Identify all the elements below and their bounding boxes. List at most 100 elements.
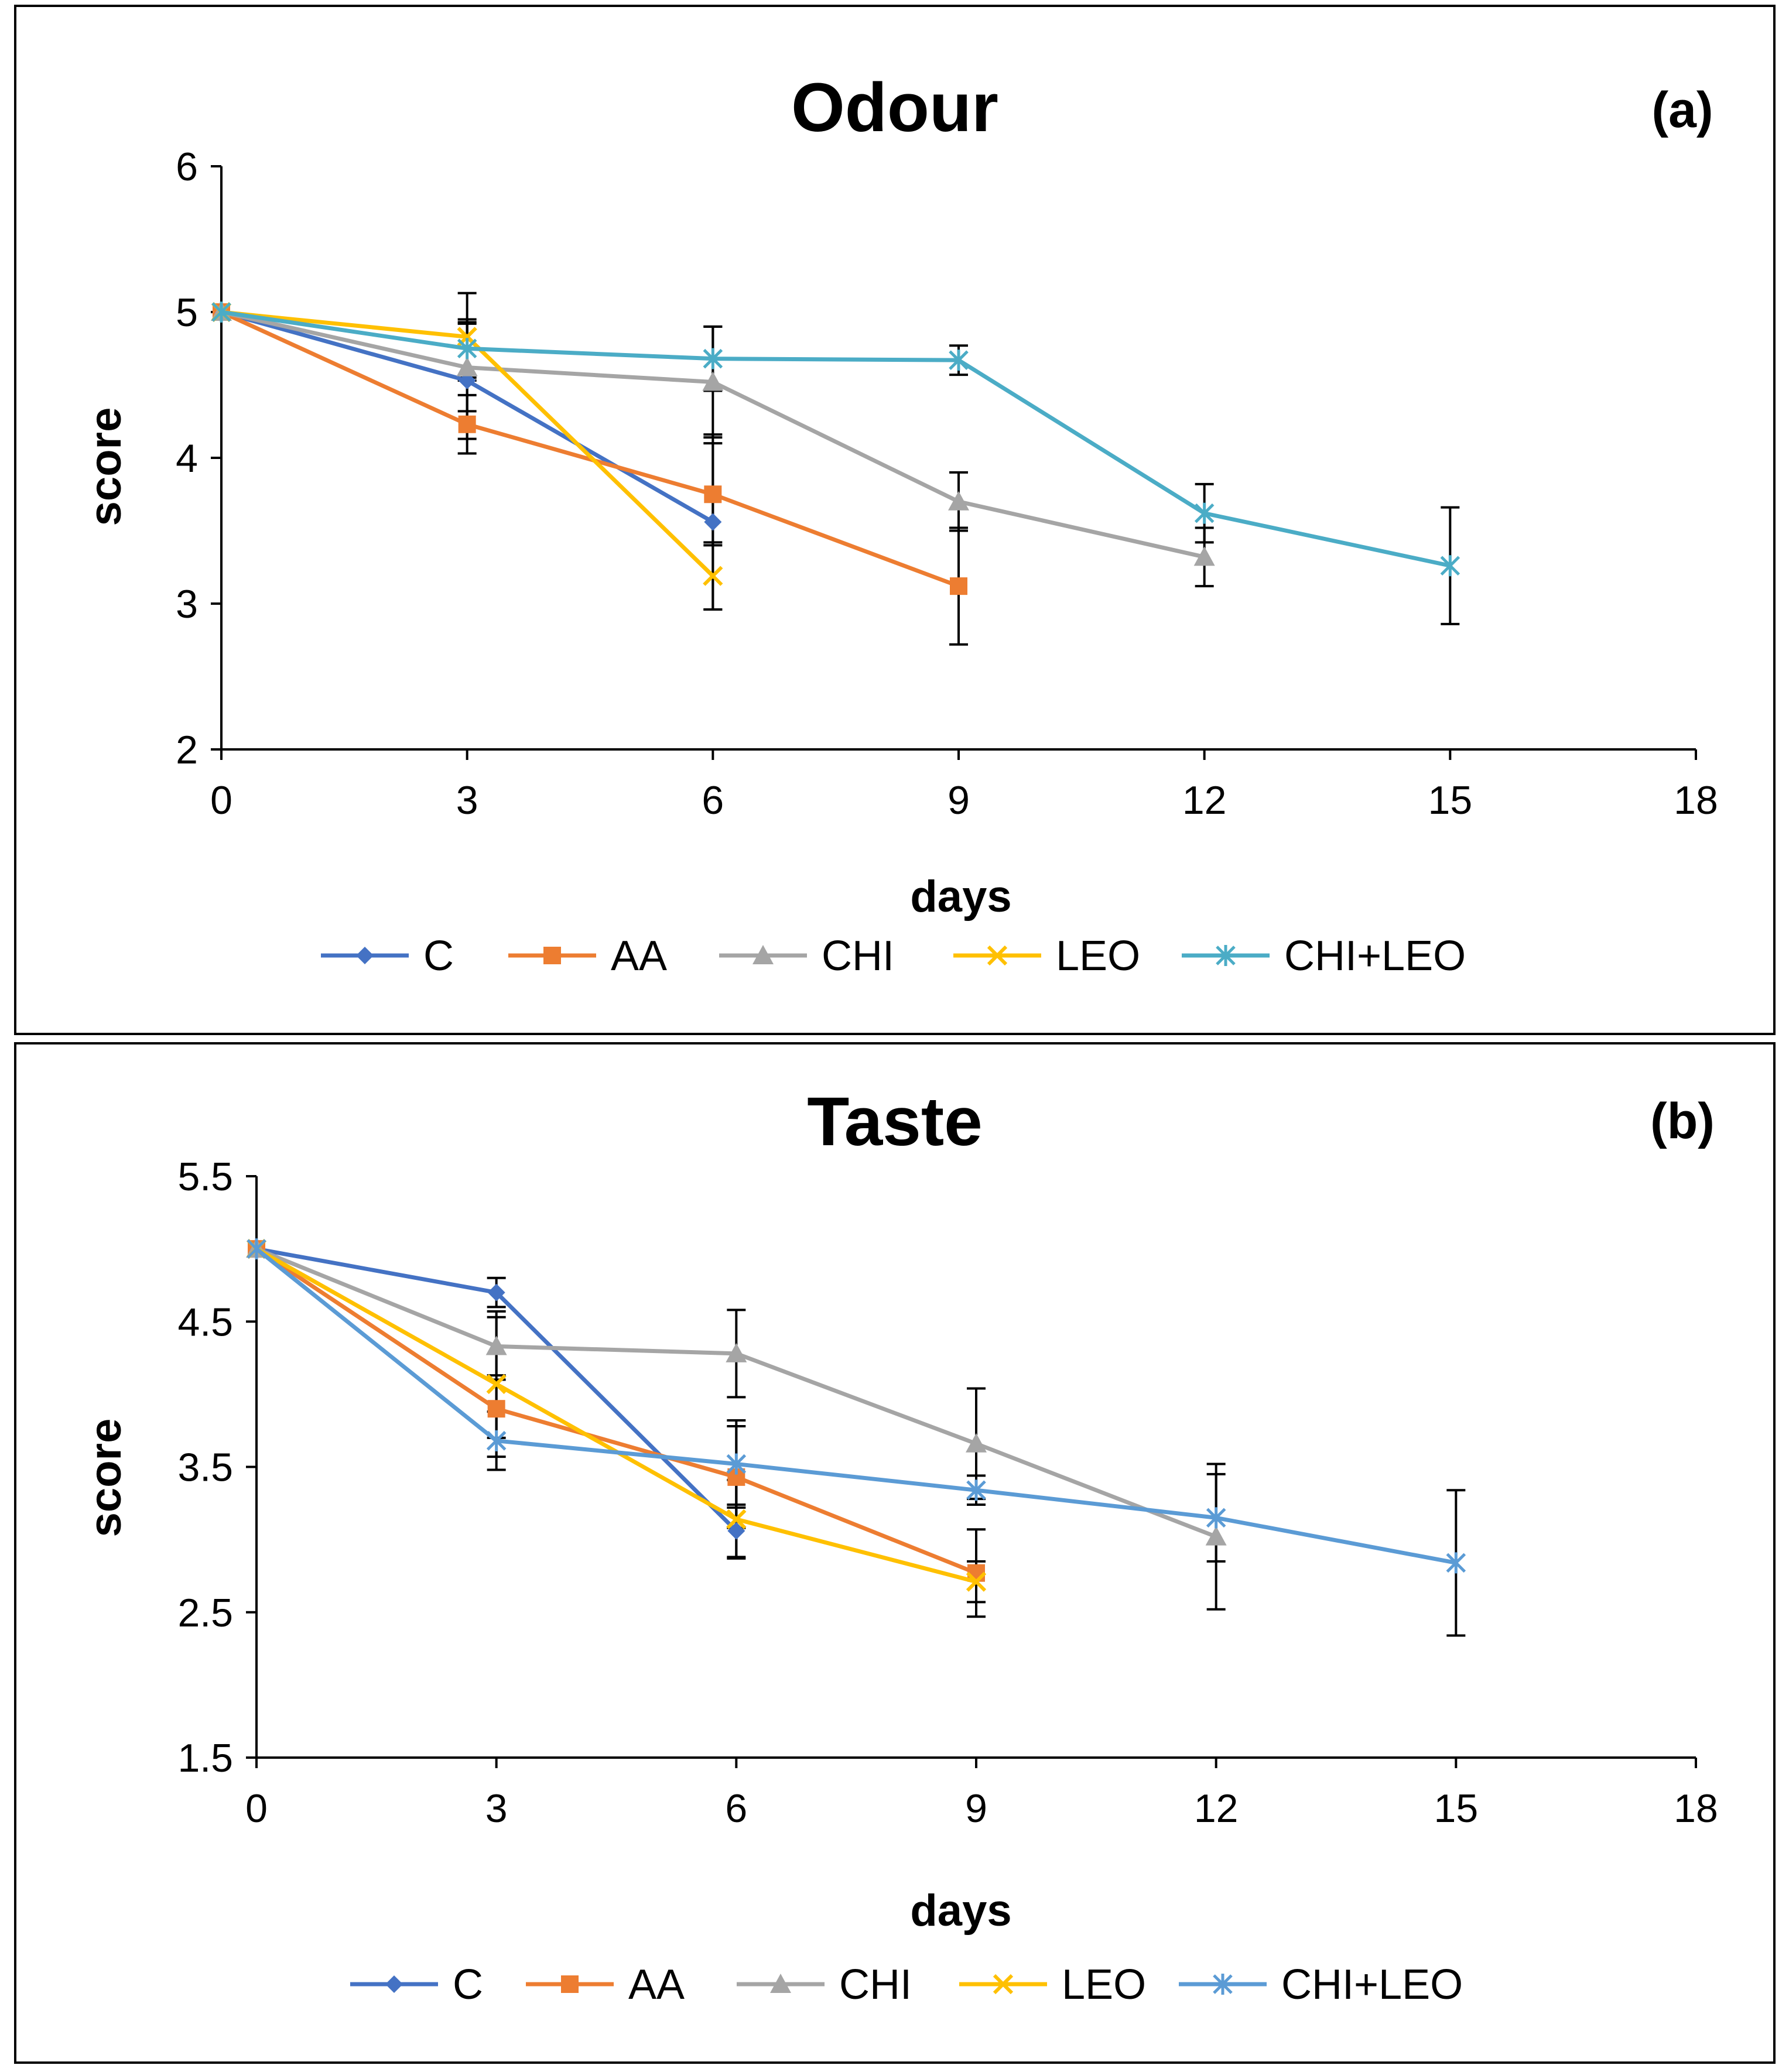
y-tick-label: 2.5 <box>177 1591 233 1635</box>
legend-label: LEO <box>1056 933 1140 980</box>
panel-label: (b) <box>1650 1093 1715 1149</box>
data-point-chi <box>1193 546 1215 566</box>
data-point-leo <box>966 1571 987 1592</box>
y-tick-label: 3.5 <box>177 1446 233 1490</box>
legend-item-leo: LEO <box>953 933 1140 980</box>
series-points-chi-leo <box>211 302 1460 577</box>
legend-marker <box>1213 1974 1233 1995</box>
legend-label: LEO <box>1062 1961 1146 2008</box>
x-tick-label: 3 <box>485 1786 508 1831</box>
legend-label: AA <box>628 1961 685 2008</box>
legend-item-chi-leo: CHI+LEO <box>1182 933 1466 980</box>
x-tick-label: 6 <box>725 1786 747 1831</box>
data-point-aa <box>704 485 722 504</box>
data-point-chi-leo <box>211 302 231 323</box>
x-tick-label: 18 <box>1674 1786 1718 1831</box>
legend-item-chi-leo: CHI+LEO <box>1179 1961 1463 2008</box>
data-point-chi-leo <box>1206 1507 1226 1529</box>
legend-label: AA <box>611 933 667 980</box>
series-line-aa <box>255 1247 977 1575</box>
legend-label: C <box>423 933 454 980</box>
legend-label: C <box>453 1961 483 2008</box>
data-point-chi-leo <box>966 1479 986 1501</box>
legend-marker <box>561 1975 579 1993</box>
x-tick-label: 0 <box>245 1786 268 1831</box>
series-points-leo <box>246 1239 987 1592</box>
x-tick-label: 0 <box>210 778 232 823</box>
data-point-chi-leo <box>247 1238 266 1260</box>
x-tick-label: 3 <box>456 778 478 823</box>
series-line-aa <box>220 310 960 588</box>
data-point-leo <box>726 1509 747 1529</box>
x-tick-label: 12 <box>1194 1786 1239 1831</box>
legend-item-aa: AA <box>526 1961 685 2008</box>
legend-item-aa: AA <box>508 933 667 980</box>
data-point-chi <box>485 1335 507 1355</box>
legend-marker <box>993 1974 1014 1995</box>
legend-marker <box>770 1974 791 1993</box>
x-tick-label: 9 <box>947 778 970 823</box>
odour-chart: Odour (a) days score 2 3 4 5 6 0 3 6 9 12 15 18 C AA C… <box>81 69 1718 980</box>
x-tick-label: 6 <box>702 778 724 823</box>
legend-item-c: C <box>350 1961 483 2008</box>
x-tick-label: 12 <box>1182 778 1227 823</box>
legend-item-leo: LEO <box>959 1961 1146 2008</box>
y-tick-label: 1.5 <box>177 1736 233 1780</box>
data-point-chi-leo <box>726 1453 747 1475</box>
data-point-chi <box>456 357 478 376</box>
y-tick-label: 4.5 <box>177 1300 233 1344</box>
data-point-aa <box>487 1400 505 1418</box>
x-tick-label: 15 <box>1428 778 1473 823</box>
y-axis-title: score <box>81 1419 131 1537</box>
y-tick-label: 6 <box>176 145 198 189</box>
x-tick-label: 18 <box>1674 778 1718 823</box>
chart-title: Odour <box>791 69 998 146</box>
data-point-chi-leo <box>1440 555 1460 577</box>
chart-panel-odour: Odour (a) days score 2 3 4 5 6 0 3 6 9 12 15 18 C AA C… <box>14 5 1776 1035</box>
data-point-chi <box>966 1433 987 1453</box>
data-point-leo <box>486 1374 507 1395</box>
series-line-chi-leo <box>255 1247 1456 1565</box>
y-tick-label: 4 <box>176 436 198 481</box>
legend-label: CHI <box>822 933 894 980</box>
data-point-c <box>704 513 722 531</box>
x-axis-title: days <box>910 1886 1011 1936</box>
data-point-chi <box>1205 1526 1227 1546</box>
legend-marker <box>752 945 774 964</box>
taste-chart: Taste (b) days score 1.5 2.5 3.5 4.5 5.5 0 3 6 9… <box>81 1083 1718 2008</box>
data-point-leo <box>703 566 723 586</box>
legend-marker <box>356 947 374 964</box>
legend-label: CHI <box>839 1961 912 2008</box>
x-tick-label: 15 <box>1434 1786 1479 1831</box>
error-bars-chi <box>487 1309 1226 1611</box>
legend-label: CHI+LEO <box>1281 1961 1463 2008</box>
y-tick-label: 5 <box>176 290 198 335</box>
data-point-aa <box>950 577 967 595</box>
chart-title: Taste <box>807 1083 983 1160</box>
data-point-chi-leo <box>949 350 969 371</box>
legend-item-chi: CHI <box>737 1961 912 2008</box>
legend-item-chi: CHI <box>719 933 894 980</box>
data-point-chi-leo <box>703 348 723 369</box>
panel-label: (a) <box>1651 82 1713 138</box>
data-point-chi-leo <box>486 1430 507 1451</box>
y-axis-title: score <box>81 407 131 526</box>
data-point-chi-leo <box>1446 1552 1466 1574</box>
data-point-chi <box>726 1342 747 1362</box>
data-point-c <box>487 1283 505 1302</box>
data-point-c <box>727 1522 745 1540</box>
series-line-chi-leo <box>221 310 1451 568</box>
data-point-chi <box>948 491 969 511</box>
legend-marker <box>543 947 561 964</box>
series-points-chi-leo <box>247 1238 1466 1574</box>
chart-panel-taste: Taste (b) days score 1.5 2.5 3.5 4.5 5.5 0 3 6 9… <box>14 1042 1776 2064</box>
y-tick-label: 2 <box>176 728 198 772</box>
legend-marker <box>987 945 1008 966</box>
x-tick-label: 9 <box>965 1786 987 1831</box>
legend-label: CHI+LEO <box>1284 933 1466 980</box>
data-point-chi-leo <box>1194 502 1215 524</box>
legend-marker <box>1216 945 1236 966</box>
x-axis-title: days <box>910 872 1011 922</box>
legend-marker <box>385 1975 403 1993</box>
legend-item-c: C <box>321 933 454 980</box>
